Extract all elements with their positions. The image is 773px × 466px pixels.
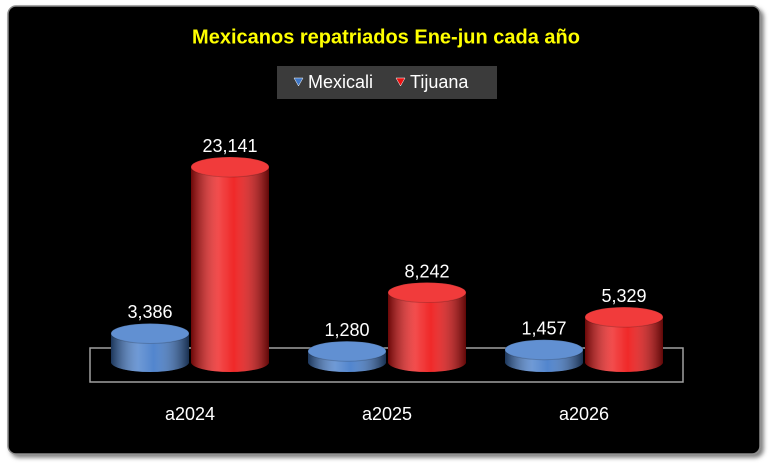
x-tick-label: a2024 xyxy=(165,404,215,424)
bar-shade xyxy=(388,292,466,372)
bar-top xyxy=(584,306,664,328)
x-tick-label: a2025 xyxy=(362,404,412,424)
bar-top xyxy=(307,340,387,362)
bar-shade xyxy=(111,333,189,372)
bar-shade xyxy=(191,167,269,372)
bar-top-light xyxy=(191,157,269,177)
value-label: 1,457 xyxy=(521,318,566,338)
legend-label: Mexicali xyxy=(308,72,373,92)
x-tick-label: a2026 xyxy=(559,404,609,424)
legend-marker xyxy=(395,77,406,87)
legend-box xyxy=(277,66,497,99)
value-label: 1,280 xyxy=(324,320,369,340)
bar-top xyxy=(504,339,584,361)
bar-top-light xyxy=(388,282,466,303)
bar-top-light xyxy=(505,339,583,360)
bar-top xyxy=(387,282,467,304)
value-label: 5,329 xyxy=(601,286,646,306)
legend-marker xyxy=(293,77,304,87)
value-label: 3,386 xyxy=(127,302,172,322)
bar-top-light xyxy=(111,323,189,344)
floor xyxy=(89,347,684,383)
bar-shade xyxy=(585,317,663,372)
bar-top xyxy=(110,322,190,344)
bar-top-light xyxy=(308,341,386,362)
value-label: 8,242 xyxy=(404,261,449,281)
legend-label: Tijuana xyxy=(410,72,469,92)
value-label: 23,141 xyxy=(202,136,257,156)
chart-title: Mexicanos repatriados Ene-jun cada año xyxy=(192,26,580,48)
bar-top xyxy=(190,156,270,178)
bar-top-light xyxy=(585,307,663,328)
